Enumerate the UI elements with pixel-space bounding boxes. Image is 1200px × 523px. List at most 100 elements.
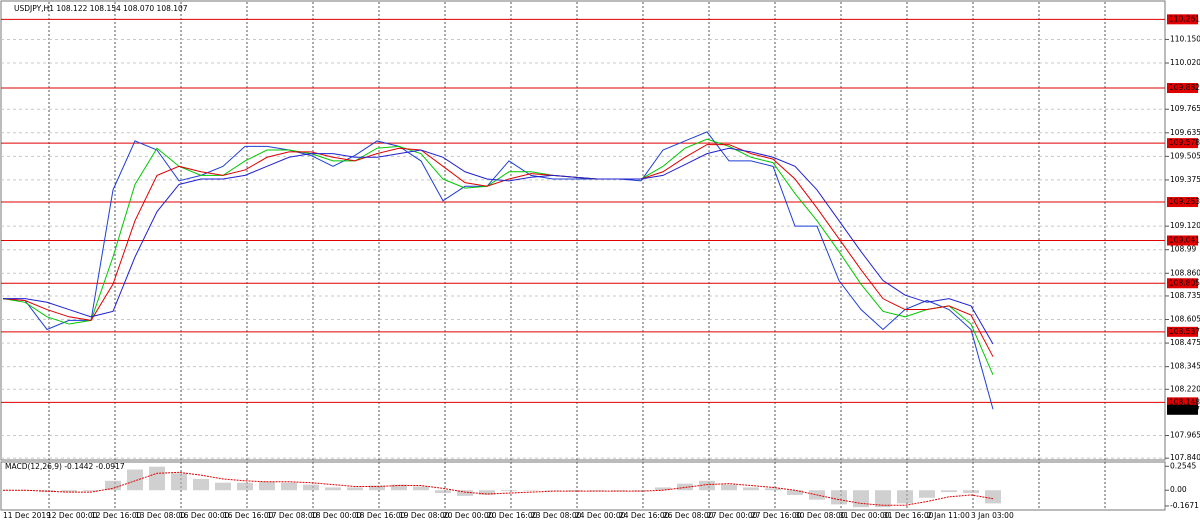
macd-bar bbox=[127, 469, 143, 491]
price-tag bbox=[1167, 404, 1198, 415]
macd-bar bbox=[347, 487, 363, 491]
macd-bar bbox=[171, 473, 187, 491]
x-tick-label: 27 Dec 16:00 bbox=[751, 511, 802, 520]
macd-bar bbox=[655, 487, 671, 491]
y-tick-label: 108.345 bbox=[1170, 362, 1200, 371]
x-tick-label: 19 Dec 08:00 bbox=[399, 511, 450, 520]
y-tick-label: 110.150 bbox=[1170, 34, 1200, 43]
macd-bar bbox=[149, 466, 165, 491]
level-tag bbox=[1167, 83, 1198, 94]
y-tick-label: 0.2545 bbox=[1170, 461, 1196, 470]
x-tick-label: 16 Dec 00:00 bbox=[179, 511, 230, 520]
macd-bar bbox=[941, 490, 957, 493]
x-tick-label: 24 Dec 16:00 bbox=[619, 511, 670, 520]
price-label: 108.107 bbox=[1169, 405, 1200, 414]
macd-bar bbox=[0, 490, 11, 491]
y-tick-label: 0.00 bbox=[1170, 485, 1187, 494]
macd-bar bbox=[831, 490, 847, 505]
x-tick-label: 2 Jan 11:00 bbox=[927, 511, 970, 520]
macd-bar bbox=[325, 487, 341, 491]
x-tick-label: 31 Dec 16:00 bbox=[883, 511, 934, 520]
macd-bar bbox=[897, 490, 913, 504]
x-tick-label: 13 Dec 08:00 bbox=[135, 511, 186, 520]
macd-bar bbox=[765, 488, 781, 491]
x-tick-label: 24 Dec 00:00 bbox=[575, 511, 626, 520]
x-tick-label: 3 Jan 03:00 bbox=[971, 511, 1014, 520]
x-tick-label: 23 Dec 08:00 bbox=[531, 511, 582, 520]
main-frame bbox=[0, 0, 1166, 461]
level-label: 110.261 bbox=[1169, 14, 1200, 23]
macd-bar bbox=[435, 490, 451, 494]
level-label: 108.537 bbox=[1169, 327, 1200, 336]
level-label: 108.805 bbox=[1169, 278, 1200, 287]
x-tick-label: 26 Dec 08:00 bbox=[663, 511, 714, 520]
macd-bar bbox=[677, 483, 693, 491]
macd-bar bbox=[963, 490, 979, 494]
macd-bar bbox=[743, 487, 759, 491]
y-tick-label: 107.840 bbox=[1170, 453, 1200, 462]
x-tick-label: 12 Dec 16:00 bbox=[91, 511, 142, 520]
series-line bbox=[2, 131, 994, 410]
level-tag bbox=[1167, 197, 1198, 208]
macd-bar bbox=[237, 482, 253, 491]
macd-bar bbox=[523, 490, 539, 491]
level-tag bbox=[1167, 397, 1198, 408]
macd-bar bbox=[985, 490, 1001, 504]
x-tick-label: 30 Dec 08:00 bbox=[795, 511, 846, 520]
level-tag bbox=[1167, 278, 1198, 289]
level-tag bbox=[1167, 235, 1198, 246]
x-tick-label: 12 Dec 00:00 bbox=[47, 511, 98, 520]
level-tag bbox=[1167, 138, 1198, 149]
x-tick-label: 11 Dec 2019 bbox=[3, 511, 51, 520]
y-tick-label: 108.475 bbox=[1170, 338, 1200, 347]
y-tick-label: 109.120 bbox=[1170, 221, 1200, 230]
macd-bar bbox=[61, 490, 77, 493]
chart-title: USDJPY,H1 108.122 108.154 108.070 108.10… bbox=[14, 4, 188, 13]
x-tick-label: 17 Dec 08:00 bbox=[267, 511, 318, 520]
level-label: 108.148 bbox=[1169, 397, 1200, 406]
y-tick-label: 109.765 bbox=[1170, 104, 1200, 113]
series-line bbox=[3, 147, 994, 345]
series-line bbox=[2, 138, 994, 375]
macd-bar bbox=[303, 484, 319, 491]
macd-bar bbox=[787, 490, 803, 495]
macd-bar bbox=[479, 490, 495, 495]
level-label: 109.882 bbox=[1169, 83, 1200, 92]
series-line bbox=[3, 471, 994, 506]
y-tick-label: 110.020 bbox=[1170, 58, 1200, 67]
macd-bar bbox=[83, 490, 99, 492]
macd-bar bbox=[611, 490, 627, 492]
macd-bar bbox=[699, 480, 715, 491]
level-label: 109.253 bbox=[1169, 197, 1200, 206]
x-tick-label: 31 Dec 00:00 bbox=[839, 511, 890, 520]
y-tick-label: 108.99 bbox=[1170, 245, 1196, 254]
macd-bar bbox=[501, 490, 517, 492]
macd-bar bbox=[875, 490, 891, 508]
macd-bar bbox=[413, 486, 429, 491]
x-tick-label: 20 Dec 16:00 bbox=[487, 511, 538, 520]
macd-bar bbox=[369, 485, 385, 491]
y-tick-label: 109.635 bbox=[1170, 128, 1200, 137]
x-tick-label: 20 Dec 00:00 bbox=[443, 511, 494, 520]
macd-bar bbox=[39, 490, 55, 493]
level-tag bbox=[1167, 326, 1198, 337]
macd-bar bbox=[721, 484, 737, 491]
y-tick-label: 108.860 bbox=[1170, 268, 1200, 277]
y-tick-label: 109.375 bbox=[1170, 175, 1200, 184]
sub-frame bbox=[0, 461, 1166, 511]
macd-title: MACD(12,26,9) -0.1442 -0.0917 bbox=[5, 462, 125, 471]
macd-bar bbox=[853, 490, 869, 508]
macd-bar bbox=[545, 490, 561, 491]
x-tick-label: 27 Dec 00:00 bbox=[707, 511, 758, 520]
macd-bar bbox=[919, 490, 935, 498]
macd-bar bbox=[193, 478, 209, 491]
level-label: 109.041 bbox=[1169, 235, 1200, 244]
macd-bar bbox=[391, 484, 407, 491]
macd-bar bbox=[105, 480, 121, 491]
macd-bar bbox=[457, 490, 473, 496]
y-tick-label: 109.505 bbox=[1170, 151, 1200, 160]
level-label: 109.578 bbox=[1169, 138, 1200, 147]
macd-bar bbox=[215, 482, 231, 491]
